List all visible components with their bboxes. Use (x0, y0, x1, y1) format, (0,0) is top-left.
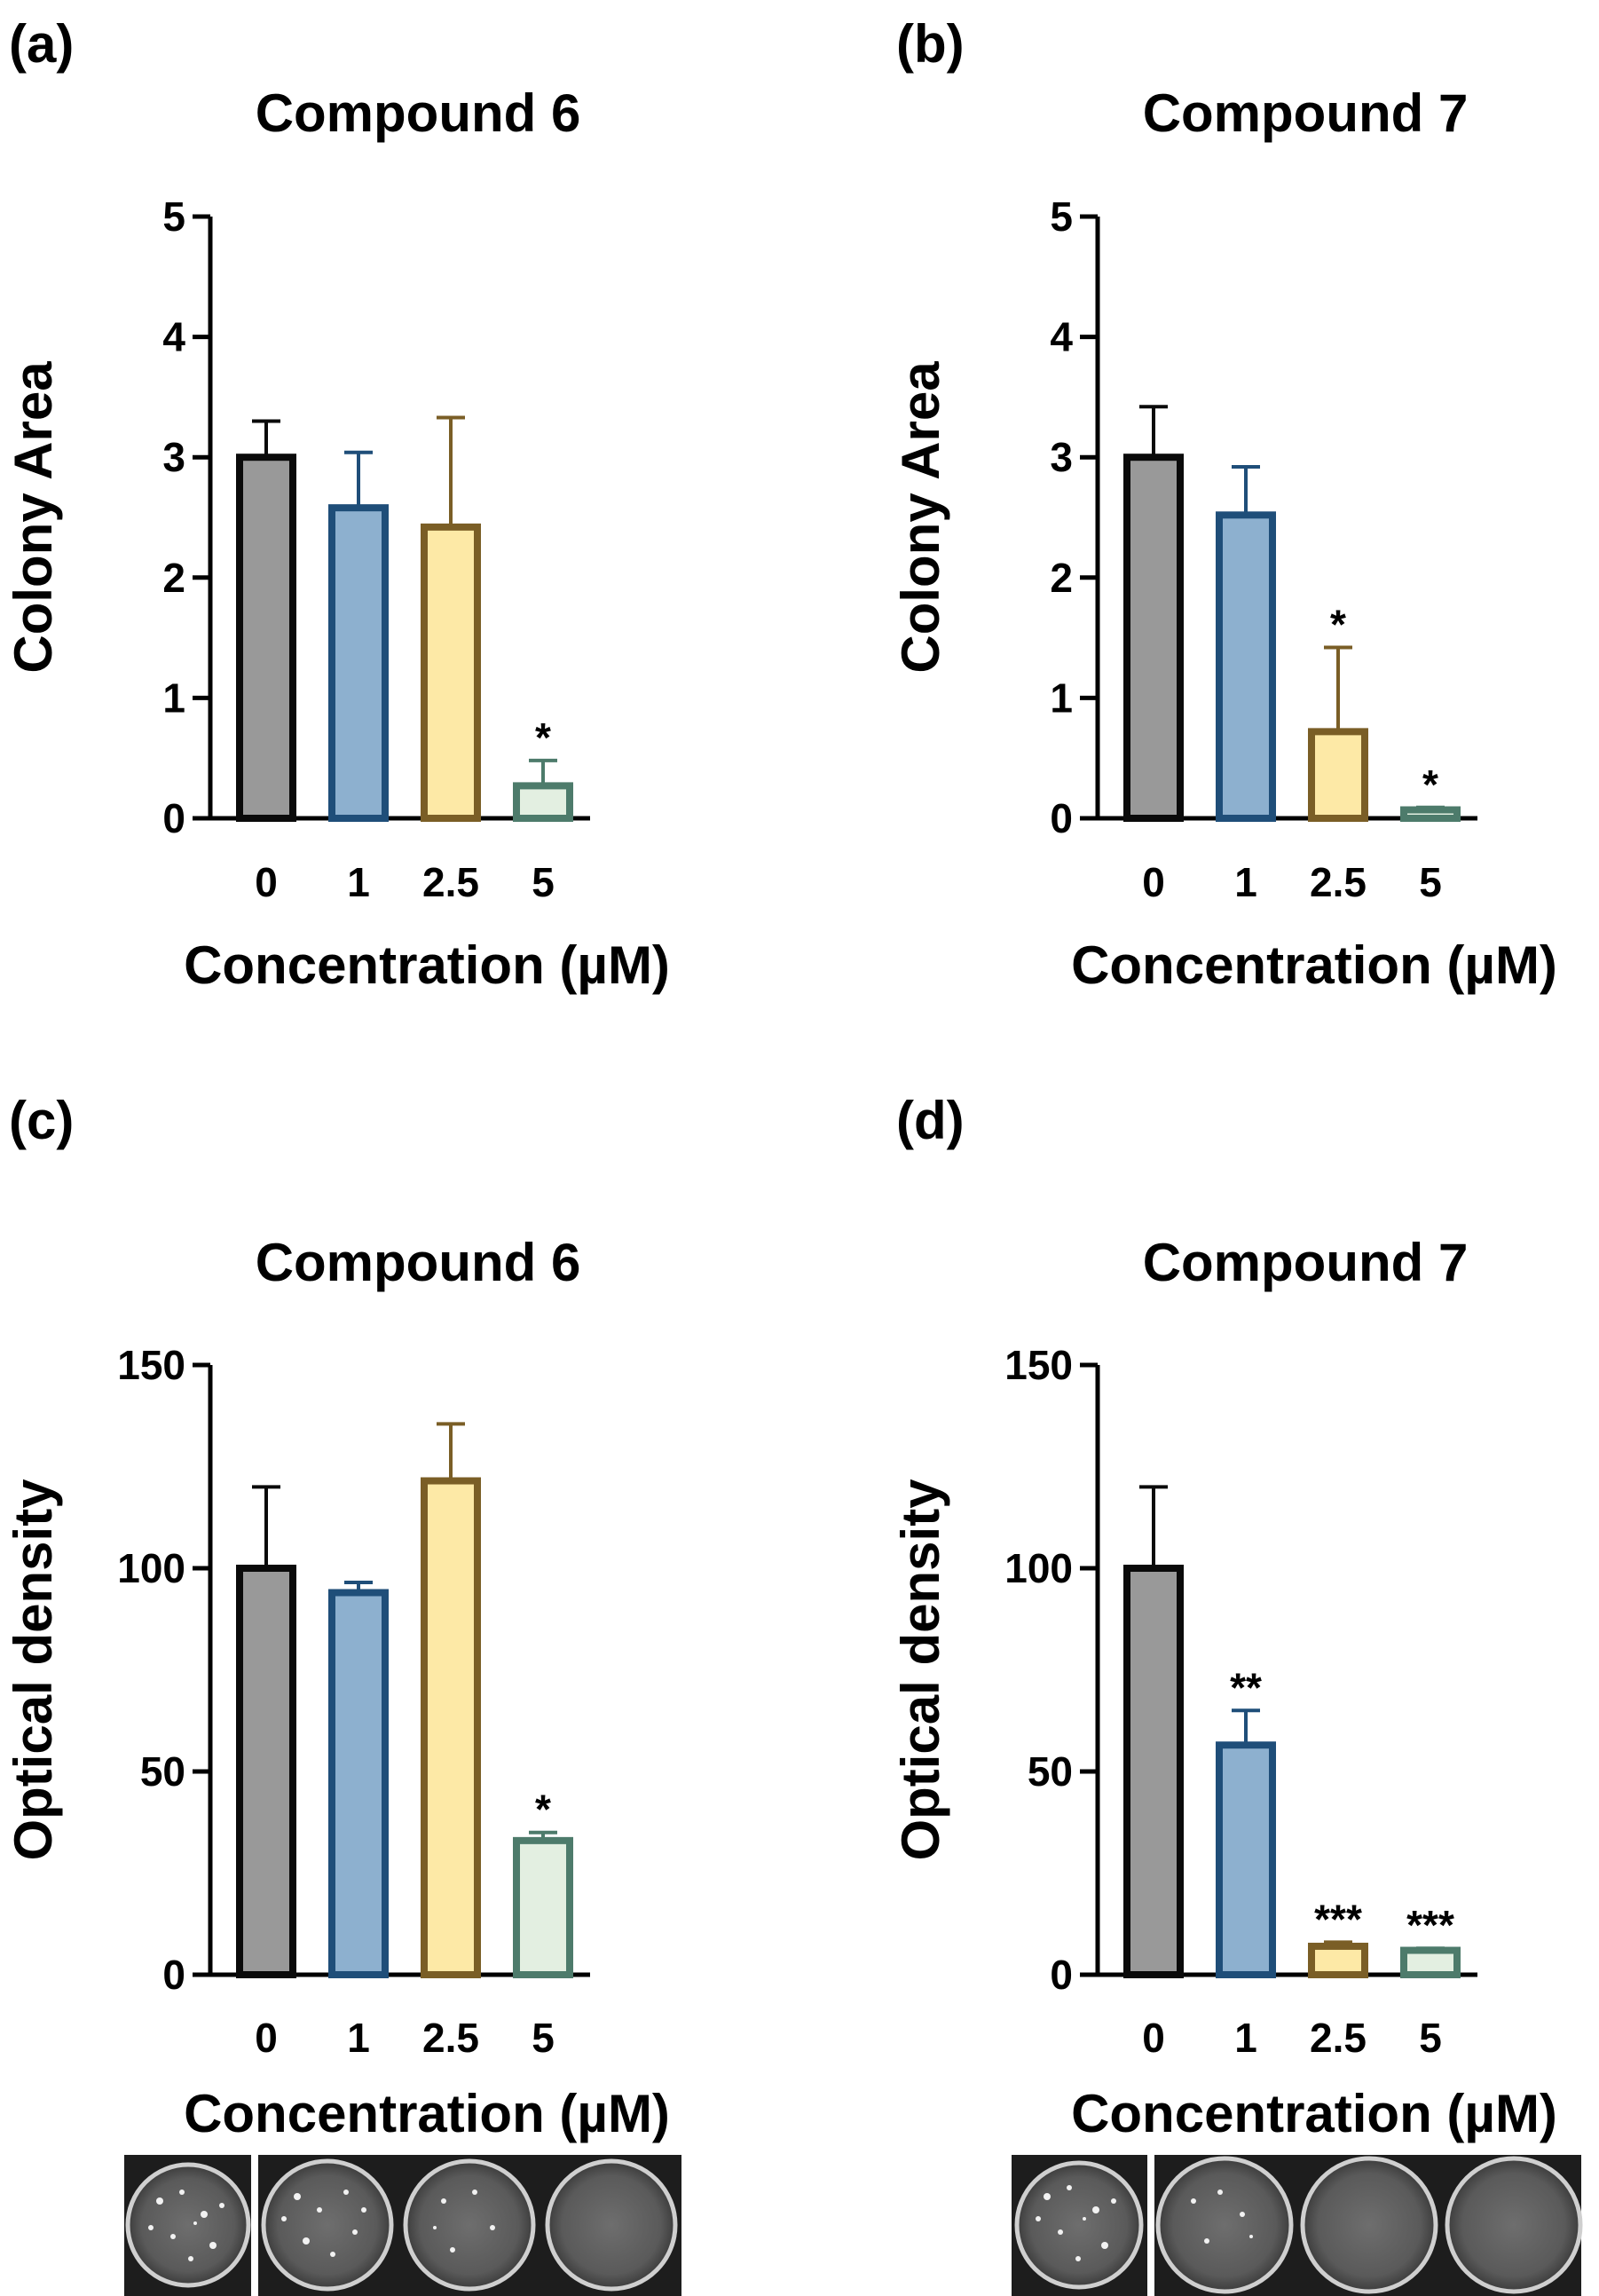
significance-mark: * (1422, 761, 1438, 808)
bar-1 (1216, 511, 1276, 823)
bar-2.5 (421, 523, 481, 823)
bar-2.5 (421, 1477, 481, 1978)
significance-mark: * (1330, 601, 1346, 647)
x-tick-label: 2.5 (422, 2015, 479, 2061)
y-tick-label: 5 (162, 193, 185, 240)
x-tick-label: 0 (255, 2015, 278, 2061)
x-tick-label: 2.5 (1310, 2015, 1367, 2061)
chart-panel-c: Compound 6 0 50 100 150 0 1 2.5 * 5 Concentration … (4, 1233, 670, 2143)
panel-label-c: (c) (9, 1091, 74, 1150)
bar-1 (328, 504, 389, 822)
significance-mark: * (535, 714, 551, 761)
y-axis-label: Colony Area (891, 361, 950, 674)
x-axis-label: Concentration (µM) (1071, 2084, 1557, 2143)
x-tick-label: 1 (1234, 859, 1257, 905)
y-tick-label: 0 (162, 795, 185, 841)
y-tick-label: 1 (1050, 675, 1073, 721)
petri-dish-photo-c (124, 2155, 681, 2296)
bar-5 (1400, 1946, 1461, 1979)
bar-5 (513, 1836, 573, 1979)
x-tick-label: 1 (1234, 2015, 1257, 2061)
significance-mark: ** (1230, 1664, 1262, 1710)
x-tick-label: 0 (255, 859, 278, 905)
y-tick-label: 50 (1028, 1748, 1073, 1795)
significance-mark: *** (1406, 1902, 1454, 1948)
significance-mark: *** (1314, 1896, 1362, 1942)
chart-panel-b: Compound 7 0 1 2 3 4 5 0 1 * 2.5 * 5 Concentration (µ… (891, 83, 1557, 995)
y-tick-label: 0 (162, 1952, 185, 1998)
y-axis-label: Colony Area (4, 361, 63, 674)
y-tick-label: 1 (162, 675, 185, 721)
bar-1 (1216, 1741, 1276, 1978)
x-tick-label: 2.5 (422, 859, 479, 905)
chart-title: Compound 6 (256, 83, 581, 143)
y-tick-label: 50 (140, 1748, 185, 1795)
panel-label-b: (b) (896, 14, 965, 74)
bar-1 (328, 1589, 389, 1978)
y-tick-label: 0 (1050, 795, 1073, 841)
x-axis-label: Concentration (µM) (184, 935, 670, 995)
y-tick-label: 2 (162, 555, 185, 601)
x-tick-label: 5 (1419, 2015, 1442, 2061)
bar-5 (1400, 806, 1461, 822)
x-axis-label: Concentration (µM) (184, 2084, 670, 2143)
bar-0 (1123, 1565, 1184, 1978)
x-tick-label: 0 (1142, 859, 1165, 905)
x-axis-label: Concentration (µM) (1071, 935, 1557, 995)
x-tick-label: 5 (532, 859, 555, 905)
bar-0 (236, 454, 296, 822)
y-tick-label: 0 (1050, 1952, 1073, 1998)
chart-title: Compound 7 (1143, 83, 1469, 143)
y-axis-label: Optical density (891, 1479, 950, 1861)
chart-title: Compound 6 (256, 1233, 581, 1292)
bar-0 (1123, 454, 1184, 822)
y-tick-label: 2 (1050, 555, 1073, 601)
y-tick-label: 3 (162, 434, 185, 480)
y-axis-label: Optical density (4, 1479, 63, 1861)
panel-label-a: (a) (9, 14, 74, 74)
y-tick-label: 100 (117, 1545, 185, 1591)
chart-panel-a: Compound 6 0 1 2 3 4 5 0 1 2.5 * 5 Concentration (µM… (4, 83, 670, 995)
panel-label-d: (d) (896, 1091, 965, 1150)
x-tick-label: 5 (532, 2015, 555, 2061)
y-tick-label: 4 (1050, 314, 1073, 360)
x-tick-label: 5 (1419, 859, 1442, 905)
bar-2.5 (1308, 1942, 1368, 1978)
chart-panel-d: Compound 7 0 50 100 150 0 ** 1 *** 2.5 *** 5 Concent… (891, 1233, 1557, 2143)
bar-2.5 (1308, 728, 1368, 822)
y-tick-label: 150 (1004, 1342, 1073, 1388)
x-tick-label: 2.5 (1310, 859, 1367, 905)
petri-dish-photo-d (1012, 2155, 1583, 2296)
y-tick-label: 4 (162, 314, 185, 360)
x-tick-label: 1 (347, 859, 370, 905)
bar-0 (236, 1565, 296, 1978)
significance-mark: * (535, 1787, 551, 1833)
bar-5 (513, 782, 573, 822)
chart-title: Compound 7 (1143, 1233, 1469, 1292)
x-tick-label: 1 (347, 2015, 370, 2061)
x-tick-label: 0 (1142, 2015, 1165, 2061)
y-tick-label: 150 (117, 1342, 185, 1388)
y-tick-label: 100 (1004, 1545, 1073, 1591)
y-tick-label: 3 (1050, 434, 1073, 480)
y-tick-label: 5 (1050, 193, 1073, 240)
